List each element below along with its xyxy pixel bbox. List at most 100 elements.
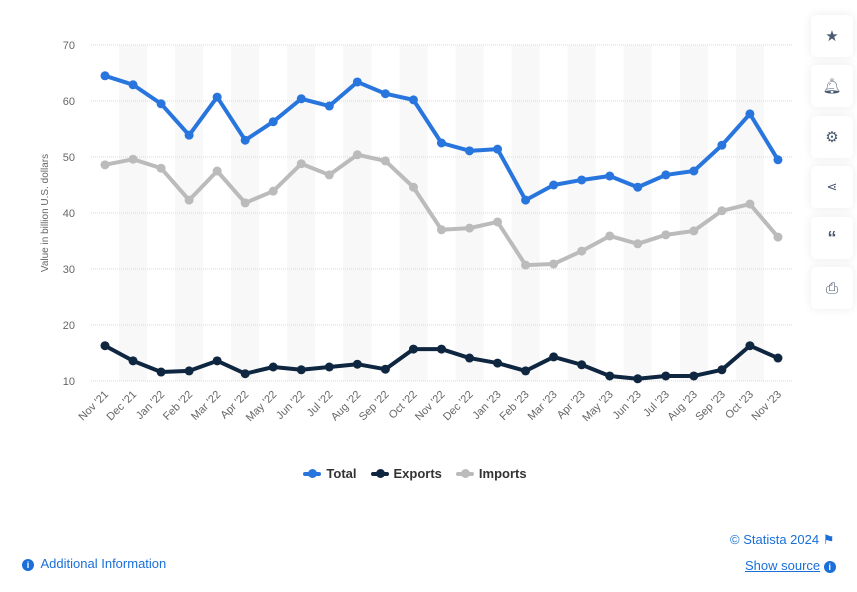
x-tick-label: May '22 (244, 389, 279, 424)
show-source-text: Show source (745, 558, 821, 573)
y-tick-label: 30 (63, 264, 75, 276)
share-button[interactable]: ⋖ (811, 166, 853, 208)
data-point-total (745, 109, 755, 119)
data-point-total (689, 166, 699, 176)
data-point-imports (661, 230, 671, 240)
x-tick-label: Dec '21 (105, 389, 140, 424)
additional-info-text: Additional Information (40, 556, 167, 571)
notification-button[interactable]: 🔔︎ (811, 65, 853, 107)
cite-button[interactable]: “ (811, 217, 853, 259)
legend-imports[interactable]: Imports (455, 466, 527, 481)
x-tick-label: Feb '23 (498, 389, 532, 423)
data-point-imports (268, 186, 278, 196)
x-tick-label: May '23 (580, 389, 615, 424)
additional-information-link[interactable]: i Additional Information (22, 556, 166, 571)
data-point-imports (605, 231, 615, 241)
settings-button[interactable]: ⚙ (811, 116, 853, 158)
data-point-imports (577, 246, 587, 256)
data-point-imports (100, 160, 110, 170)
x-tick-label: Jan '22 (134, 389, 167, 422)
data-point-total (577, 175, 587, 185)
data-point-exports (100, 341, 110, 351)
data-point-exports (380, 364, 390, 374)
data-point-exports (605, 371, 615, 381)
x-tick-label: Jun '23 (611, 389, 644, 422)
y-tick-label: 20 (63, 320, 75, 332)
data-point-exports (296, 365, 306, 375)
data-point-exports (352, 359, 362, 369)
x-tick-label: Sep '22 (357, 389, 392, 424)
data-point-imports (465, 223, 475, 233)
x-tick-label: Dec '22 (441, 389, 476, 424)
data-point-total (521, 195, 531, 205)
x-tick-label: Aug '22 (329, 389, 364, 424)
legend-exports[interactable]: Exports (370, 466, 442, 481)
data-point-total (128, 80, 138, 90)
data-point-total (296, 94, 306, 104)
x-tick-label: Mar '23 (526, 389, 560, 423)
data-point-exports (773, 353, 783, 363)
data-point-exports (661, 371, 671, 381)
x-tick-label: Nov '22 (413, 389, 448, 424)
data-point-exports (268, 362, 278, 372)
legend-total[interactable]: Total (303, 466, 357, 481)
y-tick-label: 60 (63, 96, 75, 108)
data-point-imports (380, 156, 390, 166)
bell-icon: 🔔︎ (822, 78, 842, 95)
legend-label: Exports (393, 466, 442, 481)
data-point-exports (549, 352, 559, 362)
data-point-exports (717, 365, 727, 375)
data-point-imports (745, 199, 755, 209)
print-button[interactable]: ⎙ (811, 267, 853, 309)
data-point-imports (436, 225, 446, 235)
data-point-total (605, 171, 615, 181)
data-point-total (661, 170, 671, 180)
data-point-exports (156, 367, 166, 377)
data-point-imports (549, 259, 559, 269)
info-icon: i (22, 558, 34, 571)
data-point-imports (212, 166, 222, 176)
data-point-exports (745, 341, 755, 351)
data-point-total (717, 140, 727, 150)
data-point-exports (436, 344, 446, 354)
data-point-total (212, 92, 222, 102)
data-point-total (156, 99, 166, 109)
data-point-exports (689, 371, 699, 381)
copyright: © Statista 2024 ⚑ (730, 532, 834, 548)
data-point-total (184, 130, 194, 140)
favorite-button[interactable]: ★ (811, 15, 853, 57)
data-point-total (324, 101, 334, 111)
share-icon: ⋖ (826, 179, 838, 194)
x-tick-label: Jun '22 (274, 389, 307, 422)
data-point-imports (689, 226, 699, 236)
data-point-imports (493, 217, 503, 227)
data-point-total (549, 180, 559, 190)
legend-swatch (370, 468, 389, 478)
show-source-link[interactable]: Show source i (745, 558, 836, 573)
legend-label: Imports (478, 466, 527, 481)
data-point-exports (408, 344, 418, 354)
x-tick-label: Mar '22 (189, 389, 223, 423)
legend: Total Exports Imports (0, 466, 830, 481)
data-point-exports (633, 374, 643, 384)
info-icon: i (823, 560, 836, 573)
y-axis-label: Value in billion U.S. dollars (40, 154, 51, 272)
y-tick-label: 10 (63, 376, 75, 388)
data-point-imports (296, 159, 306, 169)
x-tick-label: Aug '23 (665, 389, 700, 424)
x-tick-label: Jan '23 (470, 389, 503, 422)
copyright-text: © Statista 2024 (730, 532, 820, 547)
data-point-imports (184, 195, 194, 205)
data-point-imports (128, 154, 138, 164)
x-tick-label: Nov '21 (77, 389, 112, 424)
data-point-imports (324, 170, 334, 180)
series-line-imports (104, 152, 780, 268)
data-point-total (380, 89, 390, 99)
x-tick-label: Nov '23 (749, 389, 784, 424)
data-point-exports (240, 369, 250, 379)
flag-icon: ⚑ (822, 532, 835, 547)
data-point-total (408, 95, 418, 105)
data-point-total (268, 117, 278, 127)
data-point-imports (521, 260, 531, 270)
